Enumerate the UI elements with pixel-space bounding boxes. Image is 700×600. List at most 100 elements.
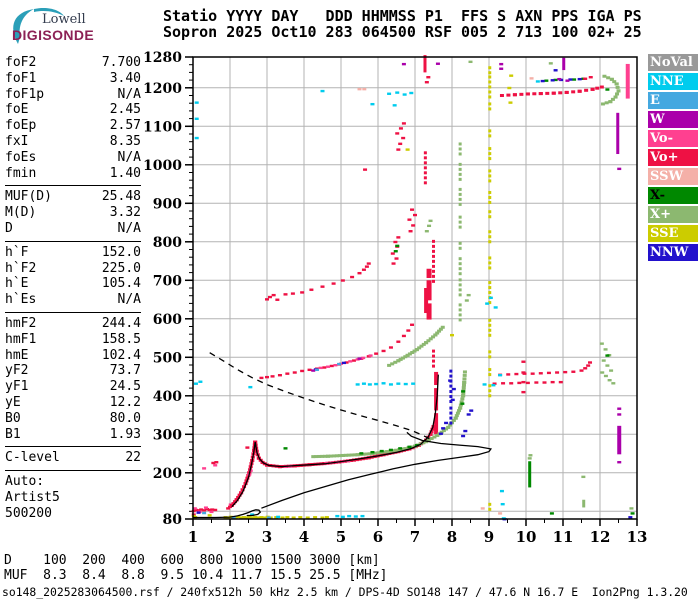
param-value: 3.32 xyxy=(109,205,141,221)
legend-item-NNE: NNE xyxy=(648,73,698,90)
param-row-M(D): M(D) 3.32 xyxy=(5,205,141,221)
logo-digisonde-text: DIGISONDE xyxy=(12,27,95,43)
param-label: foEp xyxy=(5,118,37,134)
distance-row: D 100 200 400 600 800 1000 1500 3000 [km… xyxy=(4,553,380,568)
svg-text:1280: 1280 xyxy=(143,50,182,66)
param-label: hmE xyxy=(5,347,29,363)
svg-text:7: 7 xyxy=(410,528,420,546)
svg-text:600: 600 xyxy=(153,312,182,328)
param-value: 102.4 xyxy=(101,347,141,363)
param-value: 158.5 xyxy=(101,331,141,347)
param-row-fmin: fmin 1.40 xyxy=(5,166,141,182)
legend-item-W: W xyxy=(648,111,698,128)
param-row-hmF2: hmF2 244.4 xyxy=(5,316,141,332)
parameter-panel: foF2 7.700 foF1 3.40 foF1p N/A foE 2.45 foEp 2.57… xyxy=(5,55,141,522)
param-label: foEs xyxy=(5,149,37,165)
svg-text:6: 6 xyxy=(373,528,383,546)
param-value: N/A xyxy=(117,292,141,308)
param-value: 225.0 xyxy=(101,260,141,276)
param-value: 2.45 xyxy=(109,102,141,118)
param-value: 3.40 xyxy=(109,70,141,86)
param-label: h`F xyxy=(5,244,29,260)
section-divider xyxy=(5,240,141,242)
svg-text:800: 800 xyxy=(153,235,182,251)
svg-text:9: 9 xyxy=(484,528,494,546)
header-station-values: Sopron 2025 Oct10 283 064500 RSF 005 2 7… xyxy=(163,23,642,41)
svg-text:300: 300 xyxy=(153,427,182,443)
param-value: 7.700 xyxy=(101,55,141,70)
echo-direction-legend: NoVal NNE E W Vo- Vo+ SSW X- X+ SSE NNW xyxy=(648,54,698,263)
section-divider xyxy=(5,470,141,472)
param-label: foF2 xyxy=(5,55,37,70)
autoscale-info-line: Auto: xyxy=(5,474,141,490)
autoscale-text: Artist5 xyxy=(5,489,60,505)
param-label: D xyxy=(5,220,13,236)
legend-item-X+: X+ xyxy=(648,206,698,223)
legend-item-NNW: NNW xyxy=(648,244,698,261)
param-label: hmF1 xyxy=(5,331,37,347)
muf-row: MUF 8.3 8.4 8.8 9.5 10.4 11.7 15.5 25.5 … xyxy=(4,568,388,583)
param-value: 80.0 xyxy=(109,410,141,426)
section-divider xyxy=(5,311,141,313)
svg-text:10: 10 xyxy=(516,528,537,546)
legend-item-Vo-: Vo- xyxy=(648,130,698,147)
param-row-MUF(D): MUF(D) 25.48 xyxy=(5,189,141,205)
param-value: N/A xyxy=(117,220,141,236)
autoscale-text: Auto: xyxy=(5,474,45,490)
svg-text:3: 3 xyxy=(262,528,272,546)
logo-arc-icon xyxy=(13,7,64,44)
legend-item-SSW: SSW xyxy=(648,168,698,185)
param-value: 22 xyxy=(125,450,141,466)
autoscale-info-line: Artist5 xyxy=(5,490,141,506)
param-row-yF2: yF2 73.7 xyxy=(5,363,141,379)
param-row-hmE: hmE 102.4 xyxy=(5,348,141,364)
param-row-h`F2: h`F2 225.0 xyxy=(5,261,141,277)
legend-item-NoVal: NoVal xyxy=(648,54,698,71)
svg-text:1200: 1200 xyxy=(143,81,182,97)
svg-text:1000: 1000 xyxy=(143,158,182,174)
header-column-labels: Statio YYYY DAY DDD HHMMSS P1 FFS S AXN … xyxy=(163,7,642,25)
param-label: B1 xyxy=(5,426,21,442)
param-value: 244.4 xyxy=(101,315,141,331)
section-divider xyxy=(5,446,141,448)
svg-text:11: 11 xyxy=(553,528,574,546)
svg-text:8: 8 xyxy=(447,528,457,546)
param-value: 73.7 xyxy=(109,363,141,379)
param-value: 24.5 xyxy=(109,379,141,395)
param-value: 25.48 xyxy=(101,189,141,205)
param-label: hmF2 xyxy=(5,315,37,331)
param-label: h`E xyxy=(5,276,29,292)
param-value: 105.4 xyxy=(101,276,141,292)
svg-text:200: 200 xyxy=(153,466,182,482)
param-value: N/A xyxy=(117,149,141,165)
param-row-B1: B1 1.93 xyxy=(5,427,141,443)
svg-text:2: 2 xyxy=(225,528,235,546)
autoscale-info-line: 500200 xyxy=(5,506,141,522)
param-label: yE xyxy=(5,394,21,410)
section-divider xyxy=(5,185,141,187)
param-label: C-level xyxy=(5,450,60,466)
param-row-D: D N/A xyxy=(5,221,141,237)
svg-text:900: 900 xyxy=(153,196,182,212)
param-row-foEp: foEp 2.57 xyxy=(5,118,141,134)
legend-item-Vo+: Vo+ xyxy=(648,149,698,166)
svg-text:5: 5 xyxy=(336,528,346,546)
param-value: 1.40 xyxy=(109,165,141,181)
logo-lowell-text: Lowell xyxy=(42,12,86,27)
param-label: fxI xyxy=(5,133,29,149)
param-value: N/A xyxy=(117,86,141,102)
svg-text:4: 4 xyxy=(299,528,309,546)
param-label: MUF(D) xyxy=(5,189,52,205)
param-row-fxI: fxI 8.35 xyxy=(5,134,141,150)
param-value: 12.2 xyxy=(109,394,141,410)
param-row-foF2: foF2 7.700 xyxy=(5,55,141,71)
param-label: foF1 xyxy=(5,70,37,86)
param-label: foF1p xyxy=(5,86,45,102)
digisonde-logo: Lowell DIGISONDE xyxy=(4,4,134,48)
svg-text:500: 500 xyxy=(153,350,182,366)
svg-text:80: 80 xyxy=(163,512,183,528)
param-row-h`E: h`E 105.4 xyxy=(5,276,141,292)
param-row-foE: foE 2.45 xyxy=(5,102,141,118)
